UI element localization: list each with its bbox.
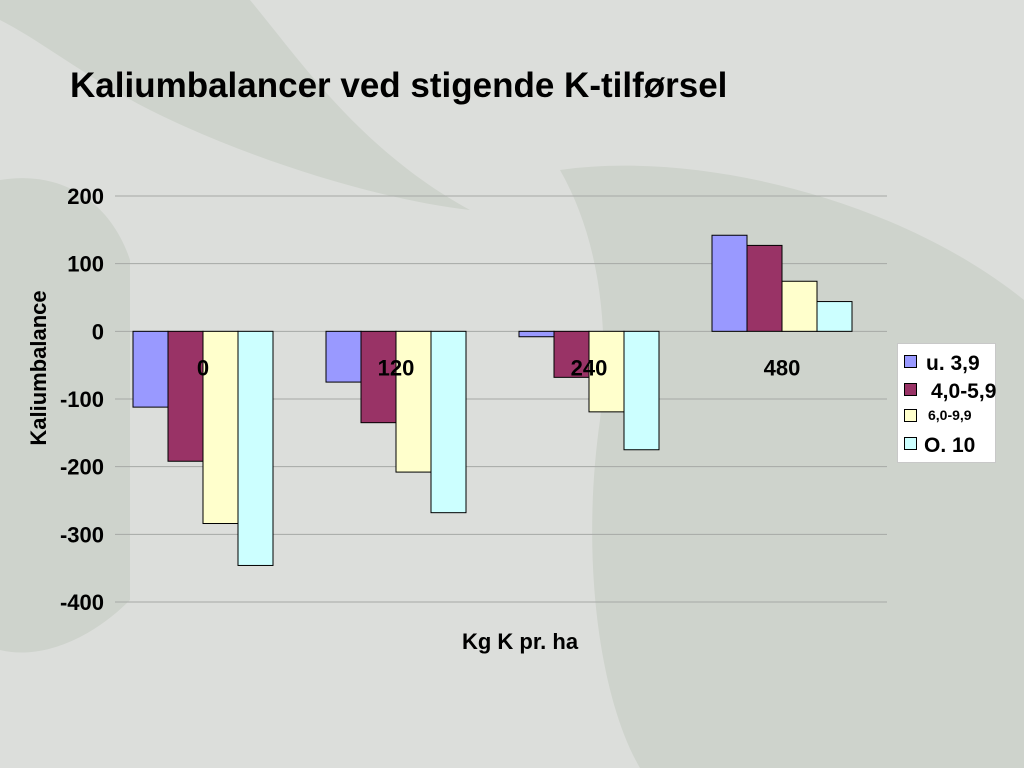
x-category-labels: 0 120 240 480 — [197, 355, 800, 380]
legend-swatch — [904, 409, 917, 422]
x-tick-label: 120 — [378, 355, 415, 380]
y-axis-title: Kaliumbalance — [26, 290, 51, 445]
legend-label: 6,0-9,9 — [928, 407, 972, 423]
y-tick-labels: 200 100 0 -100 -200 -300 -400 — [60, 184, 104, 615]
bar — [132, 330, 169, 408]
bar — [325, 330, 362, 383]
legend-swatch — [904, 437, 917, 450]
chart-legend: u. 3,9 4,0-5,9 6,0-9,9 O. 10 — [897, 343, 996, 463]
bar — [237, 330, 274, 566]
bar — [623, 330, 660, 451]
y-tick-label: 200 — [67, 184, 104, 209]
legend-label: u. 3,9 — [926, 352, 980, 375]
x-axis-title: Kg K pr. ha — [462, 629, 579, 654]
y-tick-label: 0 — [92, 319, 104, 344]
bar — [430, 330, 467, 514]
legend-swatch — [904, 383, 917, 396]
bar — [518, 330, 555, 338]
bar — [202, 330, 239, 525]
decor-leaf-left — [0, 178, 130, 653]
x-tick-label: 480 — [764, 355, 801, 380]
bar — [588, 330, 625, 413]
bar — [746, 244, 783, 332]
bar — [553, 330, 590, 378]
bar — [781, 280, 818, 332]
decor-leaf-top — [0, 0, 470, 210]
y-tick-label: 100 — [67, 252, 104, 277]
y-tick-label: -100 — [60, 387, 104, 412]
bar — [816, 301, 853, 332]
y-tick-label: -200 — [60, 455, 104, 480]
bar-layer — [132, 234, 853, 566]
legend-label: O. 10 — [924, 434, 976, 457]
bar — [711, 234, 748, 332]
bar — [360, 330, 397, 424]
bar — [167, 330, 204, 462]
y-tick-label: -300 — [60, 522, 104, 547]
y-tick-label: -400 — [60, 590, 104, 615]
x-tick-label: 240 — [571, 355, 608, 380]
slide-title: Kaliumbalancer ved stigende K-tilførsel — [70, 66, 728, 105]
legend-label: 4,0-5,9 — [931, 380, 997, 403]
legend-swatch — [904, 355, 917, 368]
bar — [395, 330, 432, 473]
x-tick-label: 0 — [197, 355, 209, 380]
